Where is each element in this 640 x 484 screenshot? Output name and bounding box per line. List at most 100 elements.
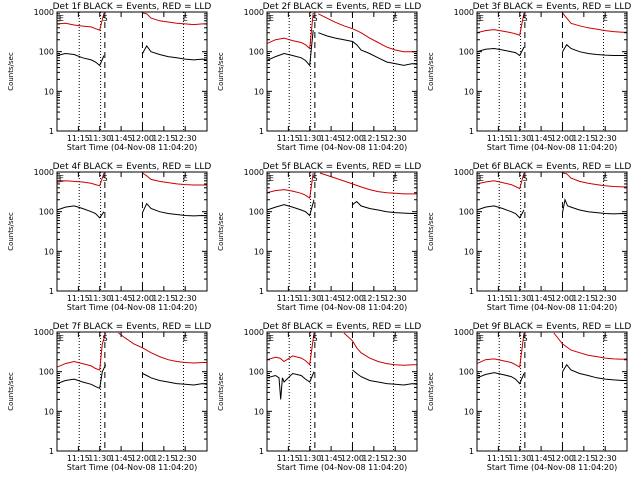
x-axis-label: Start Time (04-Nov-08 11:04:20) [487,303,617,312]
detector-panel-9: Det 9f BLACK = Events, RED = LLD E S E 1 10 10… [427,322,631,472]
x-tick-label: 11:45 [320,294,343,303]
y-tick-label: 1000 [34,328,54,337]
events-series-line [476,46,525,57]
events-series-line [476,372,525,385]
y-tick-label: 100 [39,208,54,217]
y-tick-label: 100 [459,368,474,377]
x-tick-label: 12:15 [572,294,595,303]
y-tick-label: 1000 [244,328,264,337]
x-tick-label: 11:15 [487,294,510,303]
x-tick-label: 12:15 [362,294,385,303]
x-tick-label: 11:30 [88,294,111,303]
segment-marker-label: E [183,174,188,183]
lld-series-line [343,332,417,366]
events-series-line [142,202,207,217]
y-axis-label: Counts/sec [7,52,15,91]
panel-title: Det 8f BLACK = Events, RED = LLD [263,322,422,332]
y-axis-label: Counts/sec [217,52,225,91]
segment-marker-label: E [183,14,188,23]
x-tick-label: 11:45 [110,454,133,463]
x-tick-label: 11:15 [487,134,510,143]
x-tick-label: 12:00 [551,294,574,303]
y-axis-label: Counts/sec [7,372,15,411]
y-tick-label: 1000 [34,8,54,17]
segment-marker-label: E [393,14,398,23]
x-tick-label: 11:30 [508,134,531,143]
x-tick-label: 12:15 [152,454,175,463]
x-tick-label: 12:00 [551,454,574,463]
x-tick-label: 11:45 [530,454,553,463]
y-tick-label: 10 [464,87,474,96]
x-tick-label: 12:00 [131,294,154,303]
y-tick-label: 10 [254,247,264,256]
x-tick-label: 12:00 [341,454,364,463]
lld-series-line [266,332,315,366]
x-tick-label: 11:45 [530,294,553,303]
lld-series-line [142,172,207,186]
segment-marker-label: E [603,334,608,343]
x-tick-label: 12:30 [594,134,617,143]
lld-series-line [318,13,417,53]
lld-series-line [319,172,417,195]
y-tick-label: 1000 [454,168,474,177]
x-tick-label: 12:30 [174,134,197,143]
y-tick-label: 1 [259,127,264,136]
x-tick-label: 12:15 [152,134,175,143]
x-axis-label: Start Time (04-Nov-08 11:04:20) [277,303,407,312]
x-axis-label: Start Time (04-Nov-08 11:04:20) [487,143,617,152]
x-tick-label: 12:15 [362,454,385,463]
y-tick-label: 1 [49,127,54,136]
x-tick-label: 12:30 [384,134,407,143]
x-tick-label: 11:15 [67,134,90,143]
events-series-line [562,43,627,56]
y-tick-label: 10 [254,87,264,96]
plot-frame [56,171,208,292]
plot-frame [476,171,628,292]
segment-marker-label: E [269,334,274,343]
y-tick-label: 1000 [454,8,474,17]
panel-title: Det 3f BLACK = Events, RED = LLD [473,2,632,12]
segment-marker-label: E [183,334,188,343]
y-tick-label: 10 [44,87,54,96]
y-tick-label: 10 [464,407,474,416]
x-tick-label: 11:30 [508,454,531,463]
events-series-line [318,32,417,66]
segment-marker-label: E [393,174,398,183]
lld-series-line [56,332,107,371]
x-tick-label: 11:30 [88,454,111,463]
events-series-line [56,205,105,219]
x-tick-label: 11:30 [298,134,321,143]
segment-marker-label: E [269,174,274,183]
x-axis-label: Start Time (04-Nov-08 11:04:20) [487,463,617,472]
lld-series-line [266,12,314,50]
x-axis-label: Start Time (04-Nov-08 11:04:20) [67,143,197,152]
segment-marker-label: S [312,334,317,343]
y-tick-label: 100 [39,368,54,377]
detector-panel-2: Det 2f BLACK = Events, RED = LLD E S E 1 10 10… [217,2,421,152]
lld-series-line [476,332,525,368]
x-tick-label: 11:30 [88,134,111,143]
x-tick-label: 12:30 [384,454,407,463]
segment-marker-label: S [312,174,317,183]
events-series-line [266,199,315,217]
panel-title: Det 6f BLACK = Events, RED = LLD [473,162,632,172]
x-tick-label: 12:30 [174,454,197,463]
segment-marker-label: E [479,174,484,183]
events-series-line [266,371,315,400]
detector-panel-4: Det 4f BLACK = Events, RED = LLD E S E 1 10 10… [7,162,211,312]
x-tick-label: 11:45 [320,134,343,143]
events-series-line [266,30,314,67]
segment-marker-label: E [59,174,64,183]
panel-title: Det 7f BLACK = Events, RED = LLD [53,322,212,332]
segment-marker-label: E [603,14,608,23]
segment-marker-label: E [393,334,398,343]
plot-frame [266,11,418,132]
x-tick-label: 12:00 [131,134,154,143]
detector-panel-7: Det 7f BLACK = Events, RED = LLD E S E 1 10 10… [7,322,211,472]
plot-frame [266,171,418,292]
events-series-line [352,200,417,214]
x-tick-label: 11:30 [298,294,321,303]
y-tick-label: 100 [459,48,474,57]
x-tick-label: 11:15 [277,294,300,303]
